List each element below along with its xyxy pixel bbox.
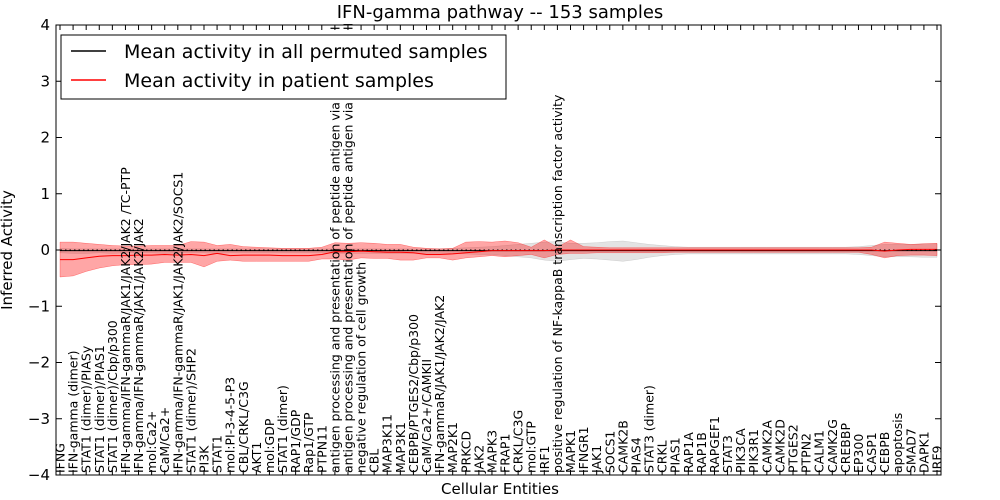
- permuted-band: [59, 240, 938, 262]
- category-label: Rap1/GTP: [301, 412, 316, 473]
- y-axis: −4 −3 −2 −1 0 1 2 3 4: [28, 16, 941, 484]
- x-axis-title: Cellular Entities: [441, 480, 559, 498]
- category-label: CAMK2D: [772, 419, 787, 473]
- category-label: FRAP1: [498, 434, 513, 473]
- category-label: PIAS1: [668, 437, 683, 473]
- category-label: CRKL: [655, 440, 670, 473]
- category-label: JAK1: [589, 445, 604, 474]
- category-label: STAT1 (dimer)/Cbp/p300: [105, 320, 120, 473]
- category-label: MAPK3: [485, 430, 500, 473]
- category-label: STAT3: [720, 435, 735, 473]
- category-label: CBL: [367, 449, 382, 473]
- category-label: PIK3R1: [746, 429, 761, 473]
- legend-label-patient: Mean activity in patient samples: [124, 70, 434, 92]
- y-axis-title: Inferred Activity: [0, 190, 16, 310]
- category-label: PTGES2: [786, 424, 801, 473]
- category-label: IFNGR1: [576, 426, 591, 473]
- category-label: DAPK1: [916, 431, 931, 473]
- category-label: MAP3K1: [393, 422, 408, 473]
- legend-label-permuted: Mean activity in all permuted samples: [124, 41, 487, 63]
- category-label: CASP1: [864, 432, 879, 473]
- category-label: SOCS1: [602, 431, 617, 473]
- y-tick-label: 4: [40, 16, 50, 34]
- category-label: CEBPB/PTGES2/Cbp/p300: [406, 314, 421, 473]
- category-label: positive regulation of NF-kappaB transcr…: [550, 94, 565, 473]
- legend-box: [60, 34, 507, 100]
- category-label: IFN-gamma/IFN-gammaR/JAK1/JAK2/JAK2: [131, 218, 146, 473]
- category-label: STAT1 (dimer)/PIASy: [79, 345, 94, 473]
- y-tick-label: 2: [40, 129, 50, 147]
- patient-band: [59, 239, 938, 278]
- y-tick-label: 0: [40, 241, 50, 259]
- category-label: RAP1/GDP: [288, 409, 303, 473]
- x-axis: [59, 25, 938, 475]
- category-label: IRF1: [537, 445, 552, 473]
- bands-layer: [59, 239, 938, 278]
- y-tick-label: −2: [28, 354, 50, 372]
- category-label: MAPK1: [563, 430, 578, 473]
- category-label: CAMK2A: [759, 420, 774, 473]
- y-tick-label: 1: [40, 185, 50, 203]
- category-label: mol:PI-3-4-5-P3: [223, 377, 238, 473]
- category-label: IRF9: [930, 445, 945, 473]
- category-label: CBL/CRKL/C3G: [236, 381, 251, 473]
- category-label: IFNG: [53, 443, 68, 473]
- y-tick-label: 3: [40, 72, 50, 90]
- category-label: CALM1: [812, 430, 827, 473]
- category-label: MAP2K1: [445, 422, 460, 473]
- category-label: PI3K: [197, 445, 212, 473]
- category-label: STAT1 (dimer): [275, 385, 290, 473]
- category-label: mol:GDP: [262, 418, 277, 473]
- category-label: CEBPB: [877, 432, 892, 473]
- category-label: STAT1: [210, 435, 225, 473]
- category-label: RAPGEF1: [707, 416, 722, 473]
- category-label: PRKCD: [458, 431, 473, 473]
- category-label: PIK3CA: [733, 428, 748, 473]
- category-label: antigen processing and presentation of p…: [327, 26, 342, 473]
- category-label: RAP1A: [681, 432, 696, 473]
- category-label: CaM/Ca2+/CAMKII: [419, 359, 434, 473]
- category-label: CAMK2G: [825, 419, 840, 473]
- category-label: STAT1 (dimer)/PIAS1: [92, 345, 107, 473]
- category-label: PIAS4: [628, 437, 643, 473]
- patient-mean-line: [60, 248, 937, 261]
- legend: Mean activity in all permuted samples Me…: [60, 34, 507, 100]
- y-tick-label: −1: [28, 297, 50, 315]
- category-label: IFN-gamma/IFN-gammaR/JAK1/JAK2/JAK2/SOCS…: [170, 172, 185, 473]
- category-label: mol:Ca2+: [144, 411, 159, 473]
- category-label: STAT3 (dimer): [642, 385, 657, 473]
- category-label: SMAD7: [903, 428, 918, 473]
- category-label: CAMK2B: [615, 420, 630, 473]
- category-label: AKT1: [249, 442, 264, 473]
- category-label: PTPN11: [314, 425, 329, 473]
- category-label: STAT1 (dimer)/SHP2: [183, 348, 198, 473]
- category-label: IFN-gamma (dimer): [66, 351, 81, 474]
- category-label: antigen processing and presentation of p…: [341, 23, 356, 473]
- y-tick-label: −4: [28, 466, 50, 484]
- category-label: CaM/Ca2+: [157, 407, 172, 473]
- category-label: RAP1B: [694, 432, 709, 473]
- chart-title: IFN-gamma pathway -- 153 samples: [337, 2, 664, 23]
- category-label: IFN-gamma/IFN-gammaR/JAK1/JAK2/JAK2 /TC-…: [118, 167, 133, 473]
- category-label: MAP3K11: [380, 414, 395, 473]
- category-label: EP300: [851, 434, 866, 473]
- category-label: JAK2: [471, 445, 486, 474]
- category-label: mol:GTP: [524, 421, 539, 473]
- category-label: CRKL/C3G: [511, 410, 526, 473]
- category-label: PTPN2: [799, 433, 814, 473]
- category-label: IFN-gammaR/JAK1/JAK2/JAK2: [432, 295, 447, 473]
- category-label: negative regulation of cell growth: [354, 262, 369, 473]
- y-tick-label: −3: [28, 410, 50, 428]
- lines-layer: [60, 248, 937, 261]
- category-label: apoptosis: [890, 413, 905, 473]
- category-label: CREBBP: [838, 423, 853, 473]
